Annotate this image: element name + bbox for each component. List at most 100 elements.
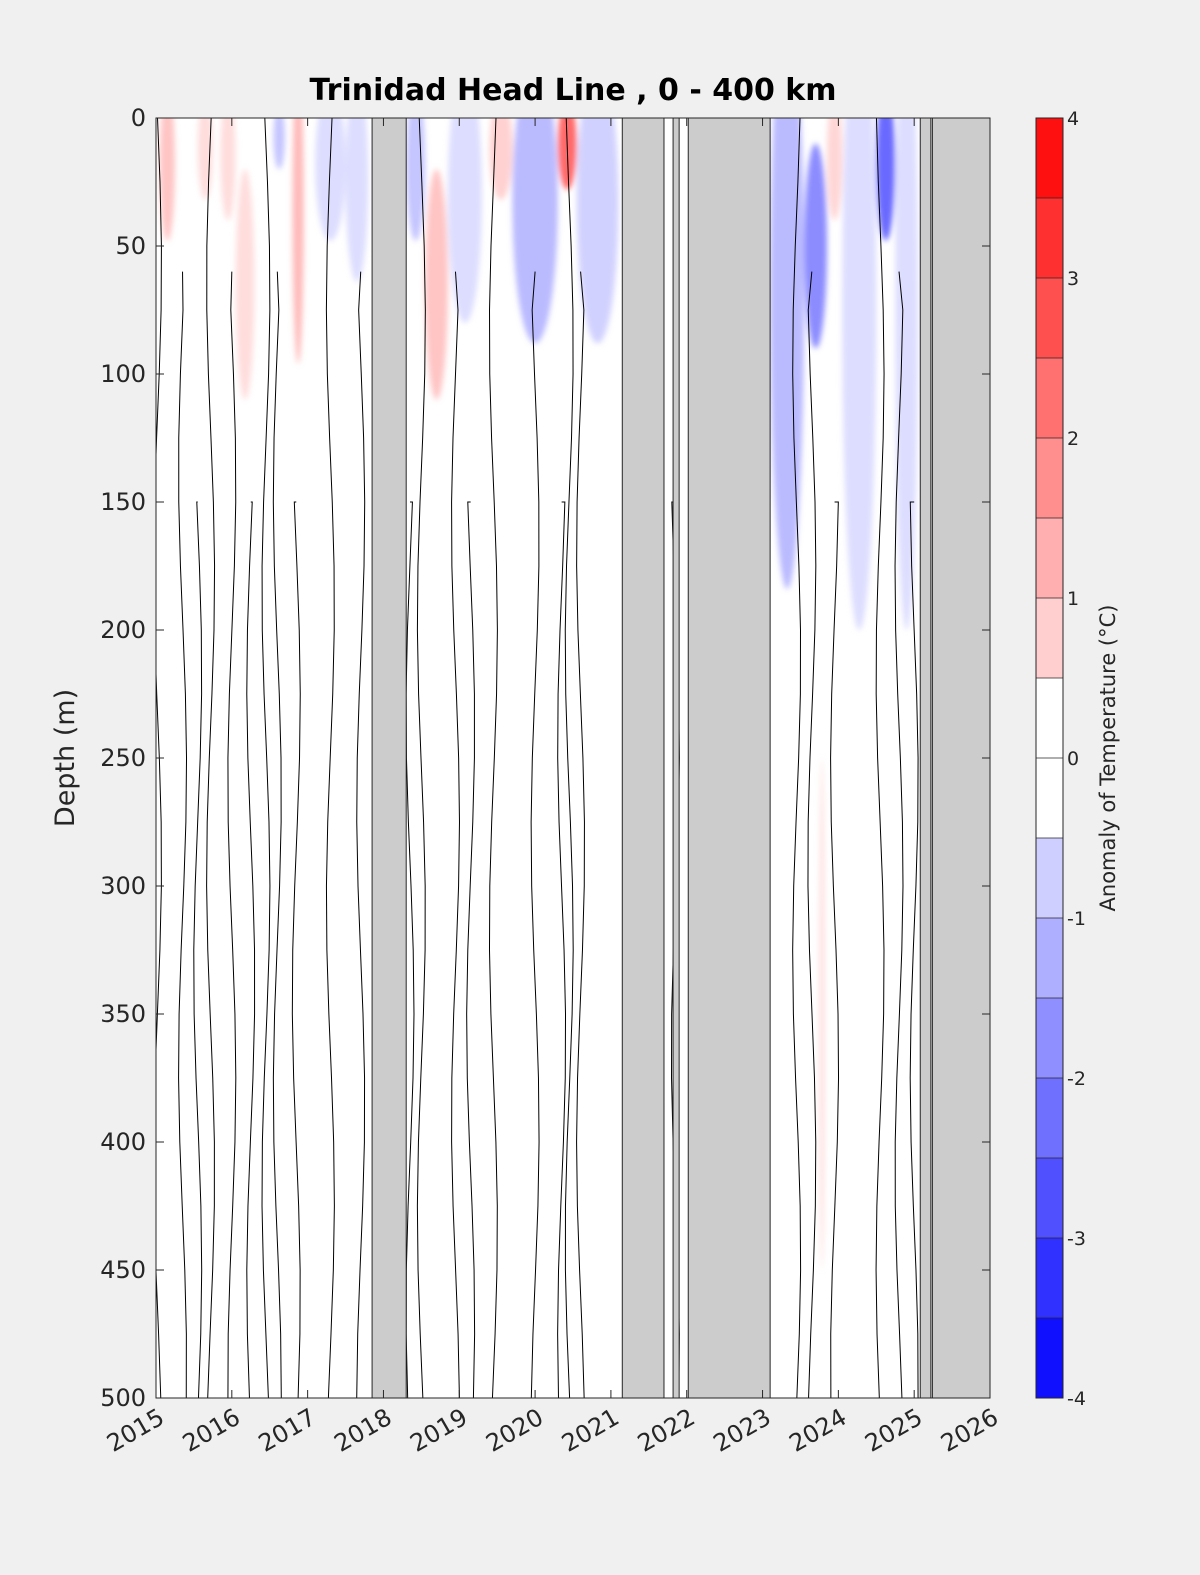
colorbar-step bbox=[1036, 358, 1063, 438]
anomaly-patch-12 bbox=[512, 118, 558, 344]
x-tick-label: 2026 bbox=[936, 1403, 1003, 1458]
zero-contour-15 bbox=[488, 118, 498, 1398]
zero-contour-7 bbox=[272, 271, 282, 1398]
x-tick-label: 2023 bbox=[709, 1403, 776, 1458]
anomaly-patch-19 bbox=[876, 118, 896, 241]
y-tick-label: 350 bbox=[100, 1000, 146, 1028]
zero-contour-16 bbox=[530, 271, 540, 1398]
x-tick-label: 2019 bbox=[405, 1403, 472, 1458]
y-axis-label: Depth (m) bbox=[50, 689, 81, 827]
zero-contour-18 bbox=[564, 118, 574, 1398]
y-tick-label: 50 bbox=[115, 232, 146, 260]
no-data-shading bbox=[371, 118, 990, 1398]
anomaly-patch-17 bbox=[826, 118, 843, 221]
zero-contour-21 bbox=[792, 118, 802, 1398]
y-axis-ticks: 0 50 100 150 200 250 300 350 400 450 500 bbox=[100, 104, 990, 1412]
anomaly-patch-4 bbox=[273, 118, 285, 170]
x-tick-label: 2016 bbox=[178, 1403, 245, 1458]
y-tick-label: 0 bbox=[131, 104, 146, 132]
x-tick-label: 2018 bbox=[330, 1403, 397, 1458]
zero-contour-11 bbox=[405, 501, 415, 1398]
y-tick-label: 200 bbox=[100, 616, 146, 644]
colorbar-tick-label: -3 bbox=[1067, 1228, 1086, 1250]
x-tick-label: 2017 bbox=[254, 1403, 321, 1458]
colorbar-tick-label: -4 bbox=[1067, 1388, 1086, 1410]
anomaly-patch-0 bbox=[159, 118, 175, 241]
y-tick-label: 400 bbox=[100, 1128, 146, 1156]
zero-contour-8 bbox=[291, 501, 301, 1398]
anomaly-patch-18 bbox=[842, 118, 877, 630]
colorbar-label: Anomaly of Temperature (°C) bbox=[1096, 605, 1120, 912]
anomaly-patch-1 bbox=[197, 118, 213, 200]
colorbar-tick-label: 1 bbox=[1067, 588, 1079, 610]
zero-contour-4 bbox=[227, 271, 237, 1398]
colorbar-tick-label: 0 bbox=[1067, 748, 1079, 770]
zero-contour-14 bbox=[466, 501, 476, 1398]
anomaly-patch-6 bbox=[315, 118, 346, 241]
colorbar-step bbox=[1036, 998, 1063, 1078]
anomaly-patch-3 bbox=[235, 169, 255, 400]
zero-contour-6 bbox=[261, 118, 271, 1398]
zero-contour-25 bbox=[894, 271, 904, 1398]
x-tick-label: 2022 bbox=[633, 1403, 700, 1458]
colorbar-step bbox=[1036, 438, 1063, 518]
colorbar-step bbox=[1036, 1158, 1063, 1238]
anomaly-patch-2 bbox=[220, 118, 236, 221]
zero-contour-13 bbox=[451, 271, 460, 1398]
colorbar-step bbox=[1036, 198, 1063, 278]
no-data-band-0 bbox=[371, 118, 407, 1398]
y-tick-label: 100 bbox=[100, 360, 146, 388]
colorbar-step bbox=[1036, 678, 1063, 758]
anomaly-patch-9 bbox=[425, 169, 448, 400]
colorbar-step bbox=[1036, 1318, 1063, 1398]
zero-contour-2 bbox=[193, 501, 203, 1398]
y-tick-label: 250 bbox=[100, 744, 146, 772]
colorbar-tick-label: -1 bbox=[1067, 908, 1086, 930]
chart-title: Trinidad Head Line , 0 - 400 km bbox=[309, 73, 836, 108]
no-data-band-3 bbox=[687, 118, 771, 1398]
zero-contour-24 bbox=[875, 118, 885, 1398]
y-tick-label: 150 bbox=[100, 488, 146, 516]
colorbar-step bbox=[1036, 518, 1063, 598]
colorbar-step bbox=[1036, 598, 1063, 678]
colorbar-tick-label: 4 bbox=[1067, 108, 1079, 130]
zero-contour-19 bbox=[576, 271, 585, 1398]
anomaly-patch-5 bbox=[292, 118, 304, 364]
anomaly-patch-16 bbox=[804, 143, 827, 349]
colorbar: -4 -3 -2 -1 0 1 2 3 4 bbox=[1035, 108, 1086, 1410]
no-data-band-5 bbox=[931, 118, 990, 1398]
x-tick-label: 2020 bbox=[481, 1403, 548, 1458]
zero-contour-23 bbox=[830, 501, 840, 1398]
zero-contour-26 bbox=[909, 501, 919, 1398]
colorbar-tick-label: 3 bbox=[1067, 268, 1079, 290]
colorbar-step bbox=[1036, 918, 1063, 998]
x-tick-label: 2024 bbox=[784, 1403, 851, 1458]
colorbar-step bbox=[1036, 1078, 1063, 1158]
x-tick-label: 2025 bbox=[860, 1403, 927, 1458]
zero-contour-17 bbox=[557, 501, 567, 1398]
no-data-band-4 bbox=[919, 118, 932, 1398]
y-tick-label: 500 bbox=[100, 1384, 146, 1412]
anomaly-patch-8 bbox=[406, 118, 426, 241]
colorbar-tick-label: -2 bbox=[1067, 1068, 1086, 1090]
colorbar-step bbox=[1036, 278, 1063, 358]
zero-contour-3 bbox=[206, 118, 216, 1398]
zero-contour-10 bbox=[356, 271, 366, 1398]
colorbar-step bbox=[1036, 838, 1063, 918]
anomaly-patch-14 bbox=[576, 118, 619, 344]
zero-contour-5 bbox=[246, 501, 256, 1398]
zero-contour-9 bbox=[325, 118, 335, 1398]
x-tick-label: 2021 bbox=[557, 1403, 624, 1458]
colorbar-step bbox=[1036, 118, 1063, 198]
colorbar-step bbox=[1036, 758, 1063, 838]
colorbar-tick-label: 2 bbox=[1067, 428, 1079, 450]
no-data-band-1 bbox=[621, 118, 665, 1398]
zero-contour-12 bbox=[416, 118, 426, 1398]
anomaly-patch-20 bbox=[895, 118, 918, 630]
zero-contour-22 bbox=[807, 271, 817, 1398]
anomaly-patch-10 bbox=[447, 118, 483, 323]
y-tick-label: 450 bbox=[100, 1256, 146, 1284]
colorbar-frame bbox=[1035, 117, 1064, 1399]
zero-contour-1 bbox=[178, 271, 188, 1398]
